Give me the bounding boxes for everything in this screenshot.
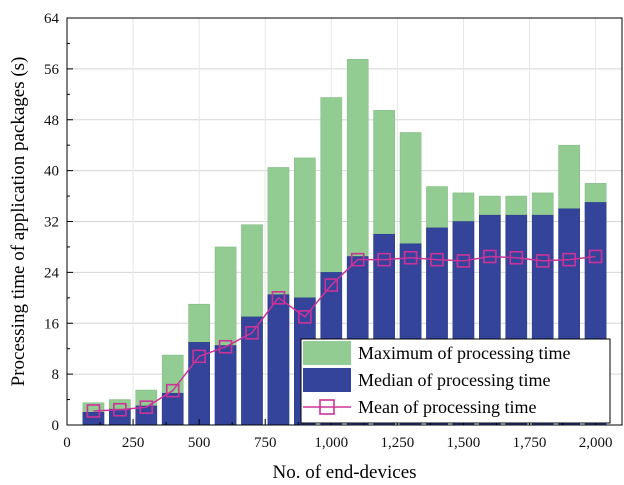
legend-marker-mean (319, 399, 335, 415)
y-tick-label-5: 40 (44, 164, 59, 180)
mean-marker-17 (535, 254, 550, 268)
mean-marker-10 (350, 252, 365, 267)
x-tick-label-4: 1,000 (314, 435, 348, 451)
mean-marker-15 (483, 249, 497, 264)
y-tick-label-4: 32 (44, 215, 59, 231)
x-axis-title: No. of end-devices (272, 462, 416, 483)
y-tick-label-2: 16 (44, 316, 60, 332)
x-tick-label-2: 500 (188, 435, 211, 451)
y-tick-label-7: 56 (44, 62, 60, 78)
legend: Maximum of processing time Median of pro… (300, 338, 611, 424)
median-bar-2 (135, 405, 158, 426)
legend-box (300, 338, 611, 424)
mean-marker-1 (113, 402, 127, 417)
mean-marker-19 (588, 249, 603, 264)
y-tick-label-8: 64 (44, 11, 60, 27)
mean-marker-9 (324, 278, 339, 292)
mean-marker-2 (139, 400, 154, 414)
mean-marker-12 (403, 250, 418, 265)
mean-marker-11 (377, 252, 391, 267)
mean-marker-14 (456, 254, 471, 268)
mean-marker-13 (430, 252, 444, 267)
y-tick-labels: 0 8 16 24 32 40 48 56 64 (44, 11, 60, 434)
mean-marker-4 (192, 349, 206, 364)
y-axis-title: Processing time of application packages … (8, 57, 29, 387)
median-bar-7 (267, 294, 290, 426)
y-tick-label-3: 24 (44, 265, 60, 281)
mean-marker-8 (298, 310, 312, 324)
y-tick-label-1: 8 (52, 367, 60, 383)
mean-marker-3 (165, 383, 180, 398)
legend-label-mean: Mean of processing time (358, 397, 536, 417)
x-tick-label-1: 250 (122, 435, 145, 451)
median-bar-0 (82, 412, 105, 426)
median-bar-5 (214, 345, 237, 426)
median-bar-3 (161, 392, 184, 426)
mean-marker-16 (509, 250, 524, 265)
legend-label-maximum: Maximum of processing time (358, 343, 570, 363)
median-bar-4 (188, 342, 210, 426)
x-tick-label-5: 1,250 (380, 435, 414, 451)
y-tick-label-6: 48 (44, 113, 59, 129)
median-bar-1 (109, 408, 131, 426)
legend-swatch-maximum (303, 341, 351, 365)
mean-marker-18 (562, 252, 576, 267)
legend-label-median: Median of processing time (358, 370, 550, 390)
mean-series (86, 249, 603, 418)
x-tick-label-7: 1,750 (513, 435, 547, 451)
mean-marker-5 (218, 339, 233, 354)
mean-marker-0 (86, 404, 101, 418)
x-tick-label-6: 1,500 (447, 435, 481, 451)
mean-marker-7 (271, 291, 286, 305)
x-tick-labels: 0 250 500 750 1,000 1,250 1,500 1,750 2,000 (63, 435, 612, 451)
x-tick-label-8: 2,000 (579, 435, 613, 451)
y-tick-label-0: 0 (52, 418, 60, 434)
x-tick-label-3: 750 (254, 435, 277, 451)
x-tick-label-0: 0 (63, 435, 71, 451)
mean-marker-6 (245, 325, 259, 340)
legend-swatch-median (303, 368, 351, 392)
